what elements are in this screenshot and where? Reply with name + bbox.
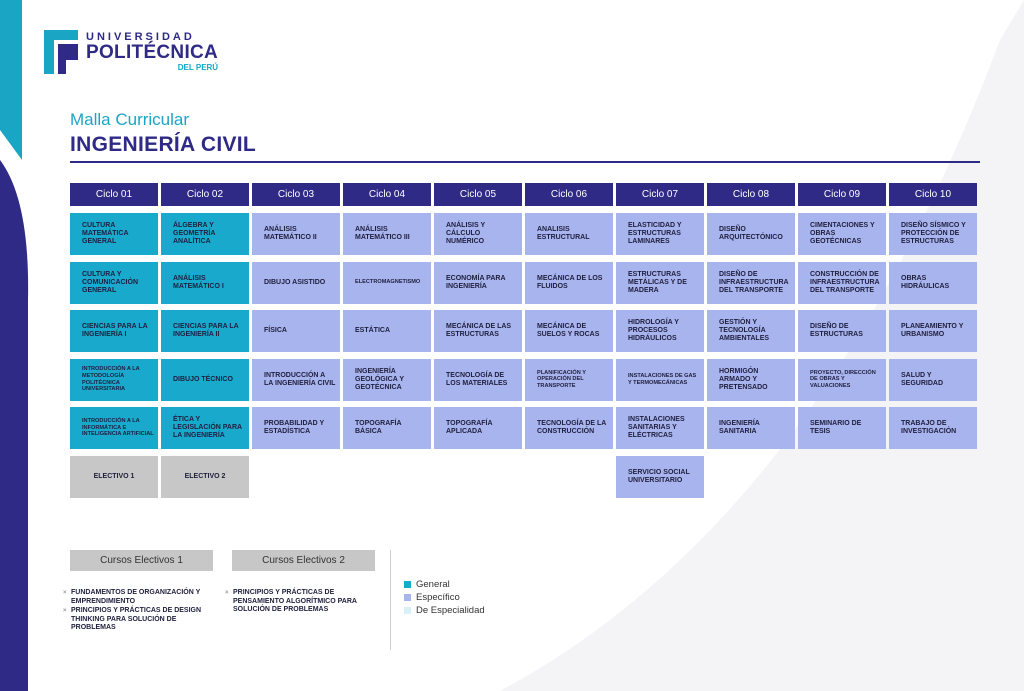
course-cell: TECNOLOGÍA DE LA CONSTRUCCIÓN: [525, 407, 613, 449]
course-cell: ELASTICIDAD Y ESTRUCTURAS LAMINARES: [616, 213, 704, 255]
electives-2-list: × PRINCIPIOS Y PRÁCTICAS DE PENSAMIENTO A…: [225, 589, 375, 616]
course-cell: PROBABILIDAD Y ESTADÍSTICA: [252, 407, 340, 449]
course-cell: INTRODUCCIÓN A LA METODOLOGÍA POLITÉCNIC…: [70, 358, 158, 401]
course-cell: ANÁLISIS Y CÁLCULO NUMÉRICO: [434, 213, 522, 255]
legend-swatch: [404, 581, 411, 588]
electives-1-list: × FUNDAMENTOS DE ORGANIZACIÓN Y EMPRENDIM…: [63, 589, 213, 634]
elective-course-label: PRINCIPIOS Y PRÁCTICAS DE PENSAMIENTO AL…: [233, 589, 357, 614]
course-cell: INSTALACIONES DE GAS Y TERMOMECÁNICAS: [616, 358, 704, 401]
course-cell: TECNOLOGÍA DE LOS MATERIALES: [434, 358, 522, 401]
course-cell: ELECTROMAGNETISMO: [343, 261, 431, 304]
cycle-header: Ciclo 03: [252, 183, 340, 206]
legend-swatch: [404, 594, 411, 601]
legend-swatch: [404, 607, 411, 614]
course-cell: MECÁNICA DE LOS FLUIDOS: [525, 261, 613, 304]
course-cell: SEMINARIO DE TESIS: [798, 407, 886, 449]
bullet-icon: ×: [63, 590, 67, 596]
cycle-header: Ciclo 09: [798, 183, 886, 206]
course-cell: INGENIERÍA GEOLÓGICA Y GEOTÉCNICA: [343, 358, 431, 401]
course-cell: DIBUJO ASISTIDO: [252, 261, 340, 304]
cycle-header: Ciclo 07: [616, 183, 704, 206]
course-cell: ÉTICA Y LEGISLACIÓN PARA LA INGENIERÍA: [161, 407, 249, 449]
course-cell: GESTIÓN Y TECNOLOGÍA AMBIENTALES: [707, 310, 795, 352]
course-cell: INTRODUCCIÓN A LA INGENIERÍA CIVIL: [252, 358, 340, 401]
logo-line-3: DEL PERÚ: [177, 63, 219, 72]
course-cell: CULTURA Y COMUNICACIÓN GENERAL: [70, 261, 158, 304]
electives-2-header: Cursos Electivos 2: [232, 550, 375, 571]
course-cell: INGENIERÍA SANITARIA: [707, 407, 795, 449]
section-divider: [390, 550, 391, 650]
legend-item: Específico: [404, 591, 485, 604]
course-cell: CONSTRUCCIÓN DE INFRAESTRUCTURA DEL TRAN…: [798, 261, 886, 304]
course-cell: HIDROLOGÍA Y PROCESOS HIDRÁULICOS: [616, 310, 704, 352]
cycle-header: Ciclo 01: [70, 183, 158, 206]
legend-item: General: [404, 578, 485, 591]
course-cell: PROYECTO, DIRECCIÓN DE OBRAS Y VALUACION…: [798, 358, 886, 401]
electives-1-header: Cursos Electivos 1: [70, 550, 213, 571]
course-cell: MECÁNICA DE SUELOS Y ROCAS: [525, 310, 613, 352]
course-cell: ECONOMÍA PARA INGENIERÍA: [434, 261, 522, 304]
course-cell: ESTÁTICA: [343, 310, 431, 352]
course-cell: ÁLGEBRA Y GEOMETRÍA ANALÍTICA: [161, 213, 249, 255]
course-cell: DISEÑO DE INFRAESTRUCTURA DEL TRANSPORTE: [707, 261, 795, 304]
course-cell: TOPOGRAFÍA APLICADA: [434, 407, 522, 449]
course-cell: CIMENTACIONES Y OBRAS GEOTÉCNICAS: [798, 213, 886, 255]
logo-line-1: UNIVERSIDAD: [86, 31, 195, 43]
cycle-header: Ciclo 04: [343, 183, 431, 206]
course-cell: ANÁLISIS MATEMÁTICO I: [161, 261, 249, 304]
elective-course-item: × PRINCIPIOS Y PRÁCTICAS DE DESIGN THINKI…: [63, 607, 213, 633]
course-cell: DISEÑO SÍSMICO Y PROTECCIÓN DE ESTRUCTUR…: [889, 213, 977, 255]
course-cell: DISEÑO ARQUITECTÓNICO: [707, 213, 795, 255]
cycle-header: Ciclo 05: [434, 183, 522, 206]
course-cell: CULTURA MATEMÁTICA GENERAL: [70, 213, 158, 255]
course-cell: SERVICIO SOCIAL UNIVERSITARIO: [616, 455, 704, 498]
course-cell: TOPOGRAFÍA BÁSICA: [343, 407, 431, 449]
course-cell: OBRAS HIDRÁULICAS: [889, 261, 977, 304]
bullet-icon: ×: [225, 590, 229, 596]
course-cell: CIENCIAS PARA LA INGENIERÍA II: [161, 310, 249, 352]
elective-course-item: × PRINCIPIOS Y PRÁCTICAS DE PENSAMIENTO A…: [225, 589, 375, 615]
course-cell: ANÁLISIS MATEMÁTICO III: [343, 213, 431, 255]
course-cell: TRABAJO DE INVESTIGACIÓN: [889, 407, 977, 449]
elective-slot: ELECTIVO 1: [70, 455, 158, 498]
cycle-header: Ciclo 10: [889, 183, 977, 206]
page-title: INGENIERÍA CIVIL: [70, 133, 257, 156]
logo-mark-icon: [44, 30, 78, 74]
cycle-header: Ciclo 02: [161, 183, 249, 206]
elective-course-label: FUNDAMENTOS DE ORGANIZACIÓN Y EMPRENDIMI…: [71, 589, 201, 605]
legend-label: De Especialidad: [416, 605, 485, 616]
course-cell: FÍSICA: [252, 310, 340, 352]
legend-label: Específico: [416, 592, 460, 603]
course-cell: HORMIGÓN ARMADO Y PRETENSADO: [707, 358, 795, 401]
legend-label: General: [416, 579, 450, 590]
course-cell: DIBUJO TÉCNICO: [161, 358, 249, 401]
page-subtitle: Malla Curricular: [70, 110, 190, 129]
course-cell: SALUD Y SEGURIDAD: [889, 358, 977, 401]
course-cell: ANÁLISIS MATEMÁTICO II: [252, 213, 340, 255]
university-logo: UNIVERSIDAD POLITÉCNICA DEL PERÚ: [44, 30, 218, 74]
course-cell: MECÁNICA DE LAS ESTRUCTURAS: [434, 310, 522, 352]
course-cell: ESTRUCTURAS METÁLICAS Y DE MADERA: [616, 261, 704, 304]
course-cell: CIENCIAS PARA LA INGENIERÍA I: [70, 310, 158, 352]
elective-slot: ELECTIVO 2: [161, 455, 249, 498]
legend: General Específico De Especialidad: [404, 578, 485, 617]
logo-line-2: POLITÉCNICA: [86, 42, 219, 63]
cycle-header: Ciclo 06: [525, 183, 613, 206]
course-cell: INSTALACIONES SANITARIAS Y ELÉCTRICAS: [616, 407, 704, 449]
course-cell: INTRODUCCIÓN A LA INFORMÁTICA E INTELIGE…: [70, 407, 158, 449]
legend-item: De Especialidad: [404, 604, 485, 617]
elective-course-label: PRINCIPIOS Y PRÁCTICAS DE DESIGN THINKIN…: [71, 607, 202, 632]
cycle-header: Ciclo 08: [707, 183, 795, 206]
course-cell: PLANEAMIENTO Y URBANISMO: [889, 310, 977, 352]
course-cell: ANALISIS ESTRUCTURAL: [525, 213, 613, 255]
course-cell: DISEÑO DE ESTRUCTURAS: [798, 310, 886, 352]
title-divider: [70, 161, 980, 163]
bullet-icon: ×: [63, 608, 67, 615]
elective-course-item: × FUNDAMENTOS DE ORGANIZACIÓN Y EMPRENDIM…: [63, 589, 213, 606]
course-cell: PLANIFICACIÓN Y OPERACIÓN DEL TRANSPORTE: [525, 358, 613, 401]
